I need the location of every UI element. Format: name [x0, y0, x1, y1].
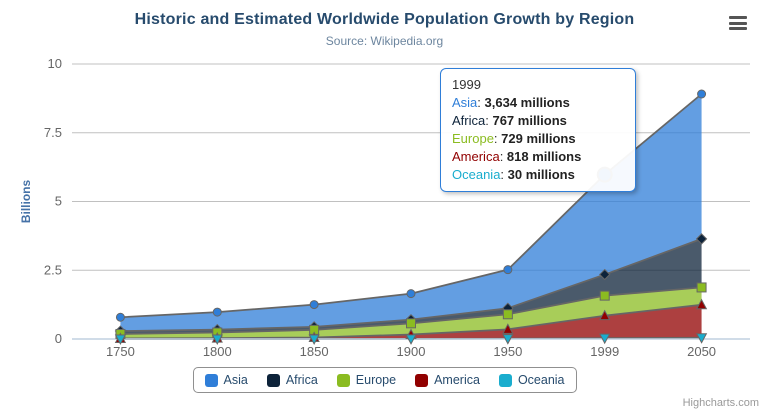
menu-bar	[729, 21, 747, 25]
point-oceania-1800[interactable]	[211, 334, 223, 346]
point-america-1999[interactable]	[599, 309, 611, 321]
legend-swatch-icon	[266, 373, 280, 387]
y-axis-label: 7.5	[44, 125, 62, 140]
point-europe-1900[interactable]	[406, 318, 416, 329]
point-oceania-1750[interactable]	[114, 334, 127, 346]
legend-swatch-icon	[204, 373, 218, 387]
x-axis-label: 1800	[203, 344, 232, 359]
point-africa-2050[interactable]	[695, 233, 708, 245]
menu-bar	[729, 27, 747, 30]
y-axis-label: 10	[48, 56, 62, 71]
export-menu-icon[interactable]	[729, 15, 747, 31]
x-axis-label: 1850	[300, 344, 329, 359]
y-axis-label: 2.5	[44, 262, 62, 277]
y-axis-label: 5	[55, 194, 62, 209]
legend-label: Oceania	[517, 373, 565, 387]
legend-label: Asia	[223, 373, 248, 387]
credits-link[interactable]: Highcharts.com	[682, 397, 759, 409]
legend-item-oceania[interactable]: Oceania	[498, 373, 565, 387]
area-asia[interactable]	[120, 94, 702, 332]
point-america-1950[interactable]	[502, 323, 514, 334]
x-axis-label: 1900	[397, 344, 426, 359]
legend-item-asia[interactable]: Asia	[204, 373, 248, 387]
point-america-2050[interactable]	[695, 298, 708, 310]
y-axis-label: 0	[55, 331, 62, 346]
point-oceania-1900[interactable]	[405, 334, 417, 345]
y-axis-title: Billions	[19, 180, 33, 224]
hovered-point-marker[interactable]	[596, 166, 613, 183]
area-africa[interactable]	[120, 238, 702, 334]
area-america[interactable]	[120, 304, 702, 339]
legend-swatch-icon	[336, 373, 350, 387]
legend-swatch-icon	[415, 373, 429, 387]
point-asia-1850[interactable]	[309, 300, 319, 310]
legend-item-america[interactable]: America	[415, 373, 480, 387]
point-europe-1999[interactable]	[599, 290, 610, 301]
legend-label: Africa	[285, 373, 318, 387]
legend: Asia Africa Europe America Oceania	[192, 367, 577, 393]
x-axis-label: 1999	[590, 344, 619, 359]
menu-bar	[729, 16, 747, 19]
legend-label: Europe	[355, 373, 397, 387]
legend-item-africa[interactable]: Africa	[266, 373, 318, 387]
point-oceania-2050[interactable]	[695, 333, 708, 344]
point-africa-1999[interactable]	[599, 268, 611, 281]
x-axis-label: 1750	[106, 344, 135, 359]
point-asia-1950[interactable]	[503, 265, 513, 275]
point-europe-1950[interactable]	[502, 309, 513, 320]
point-asia-1900[interactable]	[406, 289, 416, 299]
legend-label: America	[434, 373, 480, 387]
point-oceania-1999[interactable]	[599, 333, 611, 345]
chart-subtitle: Source: Wikipedia.org	[325, 34, 444, 48]
point-europe-2050[interactable]	[696, 282, 707, 293]
legend-item-europe[interactable]: Europe	[336, 373, 397, 387]
point-oceania-1950[interactable]	[502, 334, 514, 345]
point-asia-2050[interactable]	[697, 89, 707, 99]
point-asia-1800[interactable]	[212, 307, 222, 317]
x-axis-label: 2050	[687, 344, 716, 359]
x-axis-label: 1950	[493, 344, 522, 359]
point-asia-1750[interactable]	[115, 312, 125, 322]
chart-title: Historic and Estimated Worldwide Populat…	[134, 11, 635, 28]
point-oceania-1850[interactable]	[308, 334, 320, 346]
legend-swatch-icon	[498, 373, 512, 387]
